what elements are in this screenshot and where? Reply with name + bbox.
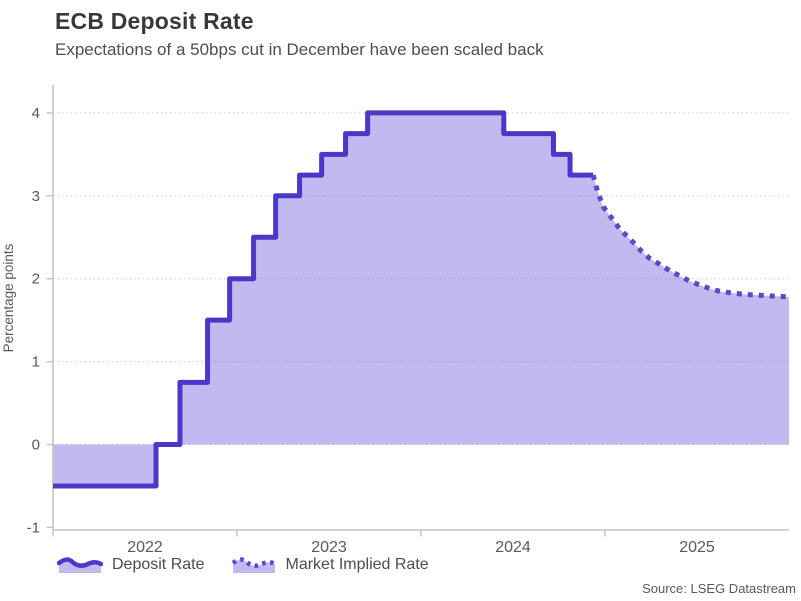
legend-label-market-implied-rate: Market Implied Rate — [285, 556, 429, 573]
y-tick-label: 4 — [32, 105, 40, 122]
y-axis-title: Percentage points — [1, 243, 16, 352]
legend-label-deposit-rate: Deposit Rate — [112, 556, 205, 573]
chart-title: ECB Deposit Rate — [55, 8, 254, 34]
deposit-rate-legend-icon — [57, 557, 103, 573]
chart-subtitle: Expectations of a 50bps cut in December … — [55, 40, 544, 59]
legend-item-market-implied-rate: Market Implied Rate — [231, 555, 429, 575]
source-credit: Source: LSEG Datastream — [642, 581, 796, 596]
y-tick-label: 0 — [32, 437, 40, 454]
x-tick-label: 2024 — [495, 539, 531, 556]
legend-solid-line-swatch — [57, 557, 103, 568]
y-tick-label: 3 — [32, 188, 40, 205]
legend-item-deposit-rate: Deposit Rate — [57, 555, 205, 575]
y-tick-label: 1 — [32, 354, 40, 371]
x-tick-label: 2022 — [127, 539, 163, 556]
x-tick-label: 2023 — [311, 539, 347, 556]
deposit-rate-line — [53, 110, 594, 489]
deposit-rate-area-fill — [53, 112, 789, 486]
x-tick-label: 2025 — [679, 539, 715, 556]
y-tick-label: 2 — [32, 271, 40, 288]
legend-area-swatch — [232, 559, 275, 573]
legend-dotted-line-swatch — [231, 557, 276, 568]
legend: Deposit Rate Market Implied Rate — [57, 555, 455, 575]
market-implied-line — [590, 174, 790, 300]
market-implied-rate-legend-icon — [231, 557, 276, 573]
y-tick-label: -1 — [27, 519, 40, 536]
